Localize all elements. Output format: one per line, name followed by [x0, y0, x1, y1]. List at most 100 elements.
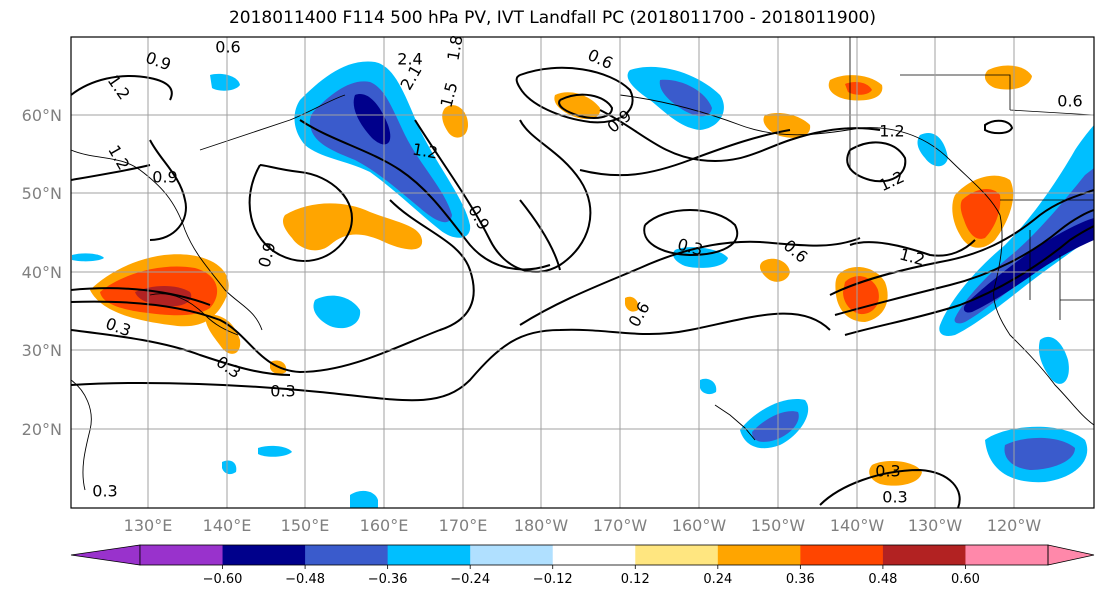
cold-region-small-7	[72, 253, 104, 262]
contour-label: 0.3	[270, 382, 295, 401]
warm-region-se	[869, 460, 922, 486]
map-title: 2018011400 F114 500 hPa PV, IVT Landfall…	[228, 8, 876, 28]
cold-region-hawaii-core	[752, 411, 799, 442]
colorbar-segment	[552, 545, 636, 565]
colorbar-label: −0.60	[203, 572, 243, 587]
contour-label: 0.3	[875, 462, 900, 481]
colorbar-segment	[965, 545, 1049, 565]
colorbar-segment	[717, 545, 801, 565]
lon-tick-label: 150°W	[751, 516, 806, 535]
warm-region-yukon-core	[845, 82, 872, 95]
contour-aleutian-b	[579, 129, 791, 177]
colorbar-label: 0.24	[703, 572, 732, 587]
cold-region-small-3	[700, 378, 717, 395]
contour-0-6-c	[519, 237, 861, 326]
coastline-hawaii	[714, 404, 756, 441]
contour-loop-2	[643, 209, 739, 257]
warm-region-nw-pacific	[282, 203, 423, 251]
cold-region-small-5	[222, 460, 237, 475]
coastline-west-coast	[993, 214, 1094, 426]
contour-west-coast-2	[834, 209, 1094, 316]
warm-region-aleutian	[442, 105, 468, 138]
coastline-asia	[71, 149, 263, 331]
contour-label: 0.6	[1057, 92, 1082, 111]
cold-region-small-4	[350, 490, 378, 508]
colorbar-frame	[139, 544, 1049, 566]
lon-tick-label: 140°E	[203, 516, 252, 535]
colorbar-segment	[387, 545, 471, 565]
contour-0-6-b	[71, 287, 211, 306]
lat-tick-label: 60°N	[22, 106, 62, 125]
cold-region-small-2	[210, 73, 240, 91]
warm-region-small-1	[759, 258, 790, 282]
cold-region-central-pacific	[313, 295, 361, 329]
cold-region-small-6	[258, 445, 292, 457]
contour-1-2-a	[299, 119, 551, 271]
pv-contours	[71, 66, 1094, 508]
warm-region-gulf-alaska	[763, 113, 811, 138]
colorbar-label: 0.48	[868, 572, 897, 587]
colorbar-label: −0.24	[450, 572, 490, 587]
lat-tick-label: 40°N	[22, 263, 62, 282]
political-borders	[849, 37, 1094, 320]
lon-tick-label: 120°W	[987, 516, 1042, 535]
contour-west-coast-1	[829, 189, 1094, 296]
contour-aleutian-a	[599, 109, 881, 162]
coastline-asia-south	[71, 379, 92, 491]
colorbar-segment	[882, 545, 966, 565]
colorbar-label: 0.36	[786, 572, 815, 587]
warm-region-south-japan	[205, 314, 241, 354]
colorbar-segment	[222, 545, 306, 565]
cold-region-baja	[1038, 336, 1069, 384]
cold-region-kamchatka-mid	[309, 81, 452, 223]
warm-region-hudson	[984, 65, 1032, 90]
contour-label: 2.4	[397, 50, 422, 69]
contour-loop-4	[984, 119, 1014, 135]
warm-region-bering	[554, 92, 601, 120]
colorbar-segment	[140, 545, 224, 565]
contour-label: 1.8	[443, 34, 466, 62]
contour-label: 0.9	[152, 168, 177, 187]
lon-tick-label: 180°W	[514, 516, 569, 535]
lon-tick-label: 170°W	[593, 516, 648, 535]
colorbar: −0.60 −0.48 −0.36 −0.24 −0.12 0.12 0.24 0.36 0.4…	[70, 544, 1095, 587]
colorbar-label: −0.12	[533, 572, 573, 587]
contour-0-3	[71, 312, 831, 402]
contour-0-9-a	[248, 164, 353, 262]
colorbar-label: 0.60	[951, 572, 980, 587]
contour-label: 1.2	[411, 139, 439, 162]
contour-loop-3	[846, 141, 907, 183]
lat-tick-label: 20°N	[22, 420, 62, 439]
contour-1-2-b	[515, 66, 634, 124]
cold-region-mexico-core	[1004, 437, 1075, 470]
contour-west-3	[71, 164, 151, 181]
colorbar-label: −0.36	[368, 572, 408, 587]
cold-region-kamchatka-core	[353, 94, 391, 145]
lon-tick-label: 130°W	[908, 516, 963, 535]
warm-region-pnw-core	[960, 188, 1001, 239]
lon-tick-label: 160°E	[360, 516, 409, 535]
contour-0-3-b	[71, 329, 291, 376]
colorbar-segment	[800, 545, 884, 565]
border-canada-provinces	[900, 74, 1094, 116]
colorbar-left-extension	[70, 544, 141, 566]
latitude-labels: 60°N 50°N 40°N 30°N 20°N	[22, 106, 62, 439]
contour-label: 0.6	[215, 38, 240, 57]
colorbar-segment	[305, 545, 389, 565]
coastline-kamchatka	[199, 94, 346, 151]
colorbar-right-extension	[1047, 544, 1095, 566]
lon-tick-label: 160°W	[672, 516, 727, 535]
contour-sw-loop	[819, 468, 961, 508]
colorbar-label: −0.48	[285, 572, 325, 587]
contour-label: 0.3	[92, 482, 117, 501]
colorbar-segment	[635, 545, 719, 565]
border-us-states	[1029, 230, 1094, 320]
longitude-labels: 130°E 140°E 150°E 160°E 170°E 180°W 170°W 160°W…	[124, 516, 1042, 535]
contour-mid	[519, 199, 561, 271]
map-frame	[70, 36, 1095, 509]
contour-west-coast-3	[844, 225, 1094, 336]
contour-west-1	[71, 75, 173, 101]
cold-region-west-coast	[939, 125, 1094, 336]
contour-west-2	[149, 139, 187, 241]
